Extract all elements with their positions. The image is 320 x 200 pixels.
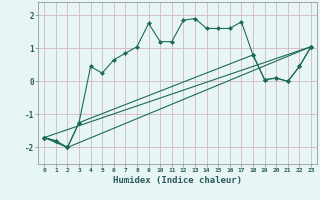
X-axis label: Humidex (Indice chaleur): Humidex (Indice chaleur) [113, 176, 242, 185]
